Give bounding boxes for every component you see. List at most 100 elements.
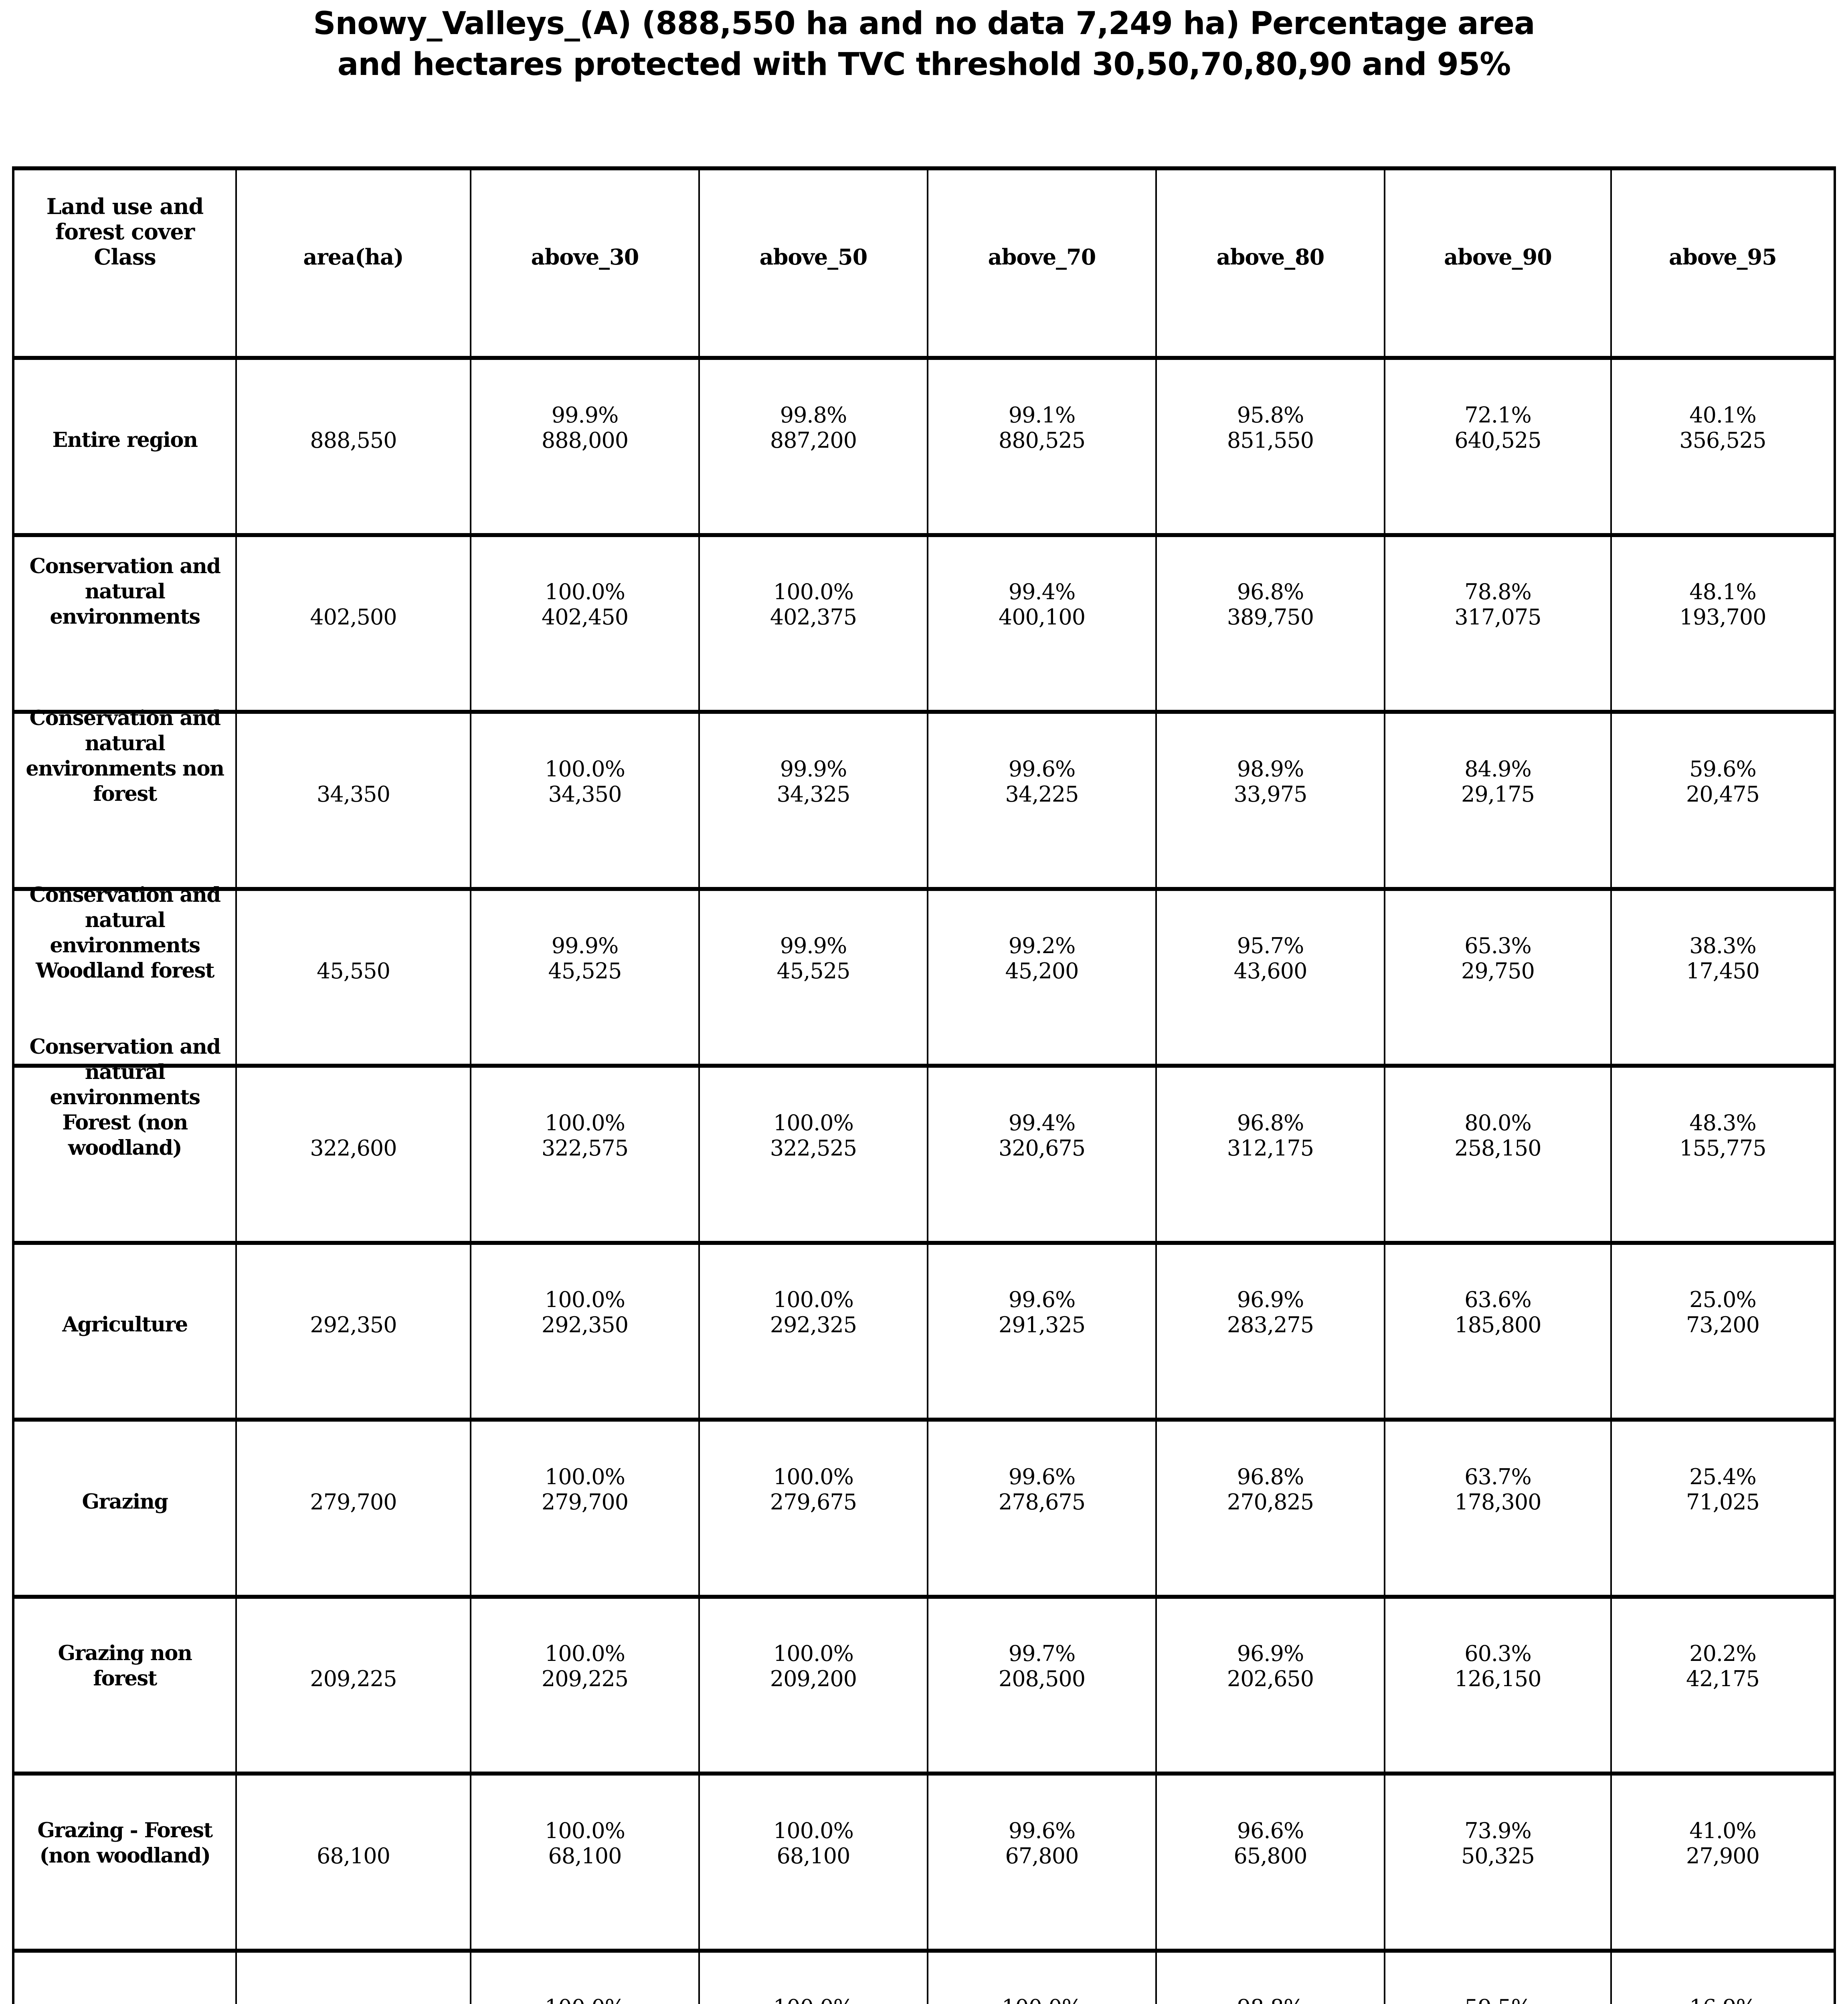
hectares-value: 292,350 [541,1312,629,1338]
row-label-cell: Conservation and natural environments Wo… [14,883,237,1064]
pct-ha-value: 96.8% 389,750 [1158,579,1383,630]
area-value: 292,350 [310,1312,397,1338]
percent-value: 100.0% [472,1995,698,2004]
pct-ha-value: 99.4% 320,675 [929,1110,1154,1161]
value-cell: 99.9% 34,325 [700,714,928,887]
hectares-value: 65,800 [1233,1843,1308,1869]
row-label-cell: Conservation and natural environments no… [14,706,237,887]
pct-ha-value: 80.0% 258,150 [1386,1110,1609,1161]
percent-value: 38.3% [1689,933,1757,959]
percent-value: 100.0% [773,1464,854,1489]
pct-ha-value: 100.0% 68,100 [472,1818,698,1869]
pct-ha-value: 98.8%10,500 [1158,1995,1383,2004]
pct-ha-value: 84.9% 29,175 [1386,756,1609,807]
percent-value: 100.0% [929,1995,1154,2004]
table-header-row: Land use and forest cover Class area(ha)… [14,170,1834,360]
table-row: Conservation and natural environments 402… [14,537,1834,714]
value-cell: 100.0% 402,450 [471,537,700,710]
area-cell: 402,500 [237,537,471,710]
pct-ha-value: 96.9% 283,275 [1158,1287,1383,1337]
pct-ha-value: 41.0% 27,900 [1613,1818,1833,1869]
area-cell: 279,700 [237,1422,471,1595]
row-label-cell: Cropping [14,1952,237,2004]
value-cell: 99.4% 400,100 [928,537,1157,710]
percent-value: 99.6% [1008,756,1076,782]
header-cell-above-95: above_95 [1612,170,1834,356]
hectares-value: 400,100 [998,604,1086,630]
value-cell: 16.9%1,800 [1612,1953,1834,2004]
percent-value: 96.8% [1237,1464,1304,1489]
pct-ha-value: 100.0% 279,700 [472,1464,698,1515]
hectares-value: 278,675 [998,1489,1086,1515]
hectares-value: 880,525 [998,427,1086,453]
value-cell: 60.3% 126,150 [1385,1598,1612,1772]
pct-ha-value: 100.0% 34,350 [472,756,698,807]
hectares-value: 126,150 [1454,1666,1541,1692]
pct-ha-value: 99.7% 208,500 [929,1641,1154,1691]
percent-value: 20.2% [1689,1641,1757,1667]
percent-value: 99.7% [1008,1641,1076,1667]
value-cell: 100.0% 322,575 [471,1068,700,1241]
pct-ha-value: 95.7% 43,600 [1158,933,1383,984]
value-cell: 40.1% 356,525 [1612,360,1834,533]
percent-value: 98.8% [1158,1995,1383,2004]
area-value: 888,550 [310,427,397,453]
pct-ha-value: 100.0% 322,575 [472,1110,698,1161]
pct-ha-value: 25.0% 73,200 [1613,1287,1833,1337]
percent-value: 100.0% [545,1818,625,1843]
pct-ha-value: 38.3% 17,450 [1613,933,1833,984]
percent-value: 25.4% [1689,1464,1757,1489]
value-cell: 96.9% 202,650 [1157,1598,1385,1772]
hectares-value: 851,550 [1227,427,1314,453]
pct-ha-value: 100.0% 292,350 [472,1287,698,1337]
percent-value: 100.0% [773,1110,854,1135]
value-cell: 96.9% 283,275 [1157,1244,1385,1418]
value-cell: 99.4% 320,675 [928,1068,1157,1241]
header-cell-class: Land use and forest cover Class [14,170,237,356]
pct-ha-value: 40.1% 356,525 [1613,402,1833,453]
percent-value: 100.0% [773,579,854,605]
row-label: Conservation and natural environments no… [26,706,224,806]
percent-value: 99.4% [1008,1110,1076,1135]
value-cell: 96.8% 312,175 [1157,1068,1385,1241]
pct-ha-value: 99.6% 34,225 [929,756,1154,807]
percent-value: 40.1% [1689,402,1757,428]
table-row: Conservation and natural environments Fo… [14,1035,1834,1245]
hectares-value: 270,825 [1227,1489,1314,1515]
hectares-value: 389,750 [1227,604,1314,630]
percent-value: 99.2% [1008,933,1076,959]
pct-ha-value: 96.8% 312,175 [1158,1110,1383,1161]
pct-ha-value: 100.0% 209,225 [472,1641,698,1691]
hectares-value: 279,675 [770,1489,857,1515]
hectares-value: 887,200 [770,427,857,453]
area-cell: 209,225 [237,1598,471,1772]
hectares-value: 71,025 [1686,1489,1760,1515]
hectares-value: 50,325 [1461,1843,1535,1869]
pct-ha-value: 100.0% 402,375 [701,579,926,630]
hectares-value: 43,600 [1233,958,1308,984]
pct-ha-value: 48.1% 193,700 [1613,579,1833,630]
percent-value: 100.0% [545,756,625,782]
percent-value: 41.0% [1689,1818,1757,1843]
hectares-value: 402,375 [770,604,857,630]
pct-ha-value: 100.0%10,625 [929,1995,1154,2004]
area-value: 34,350 [317,781,390,807]
pct-ha-value: 25.4% 71,025 [1613,1464,1833,1515]
percent-value: 98.9% [1237,756,1304,782]
value-cell: 100.0% 209,225 [471,1598,700,1772]
pct-ha-value: 100.0% 209,200 [701,1641,926,1691]
value-cell: 63.7% 178,300 [1385,1422,1612,1595]
table-row: Conservation and natural environments no… [14,706,1834,891]
percent-value: 99.9% [551,933,619,959]
hectares-value: 68,100 [776,1843,851,1869]
value-cell: 95.7% 43,600 [1157,891,1385,1064]
pct-ha-value: 100.0% 279,675 [701,1464,926,1515]
pct-ha-value: 100.0%10,625 [701,1995,926,2004]
pct-ha-value: 99.6% 67,800 [929,1818,1154,1869]
percent-value: 100.0% [773,1818,854,1843]
hectares-value: 155,775 [1679,1135,1766,1161]
value-cell: 99.6% 291,325 [928,1244,1157,1418]
row-label: Entire region [52,428,198,452]
value-cell: 38.3% 17,450 [1612,891,1834,1064]
pct-ha-value: 95.8% 851,550 [1158,402,1383,453]
